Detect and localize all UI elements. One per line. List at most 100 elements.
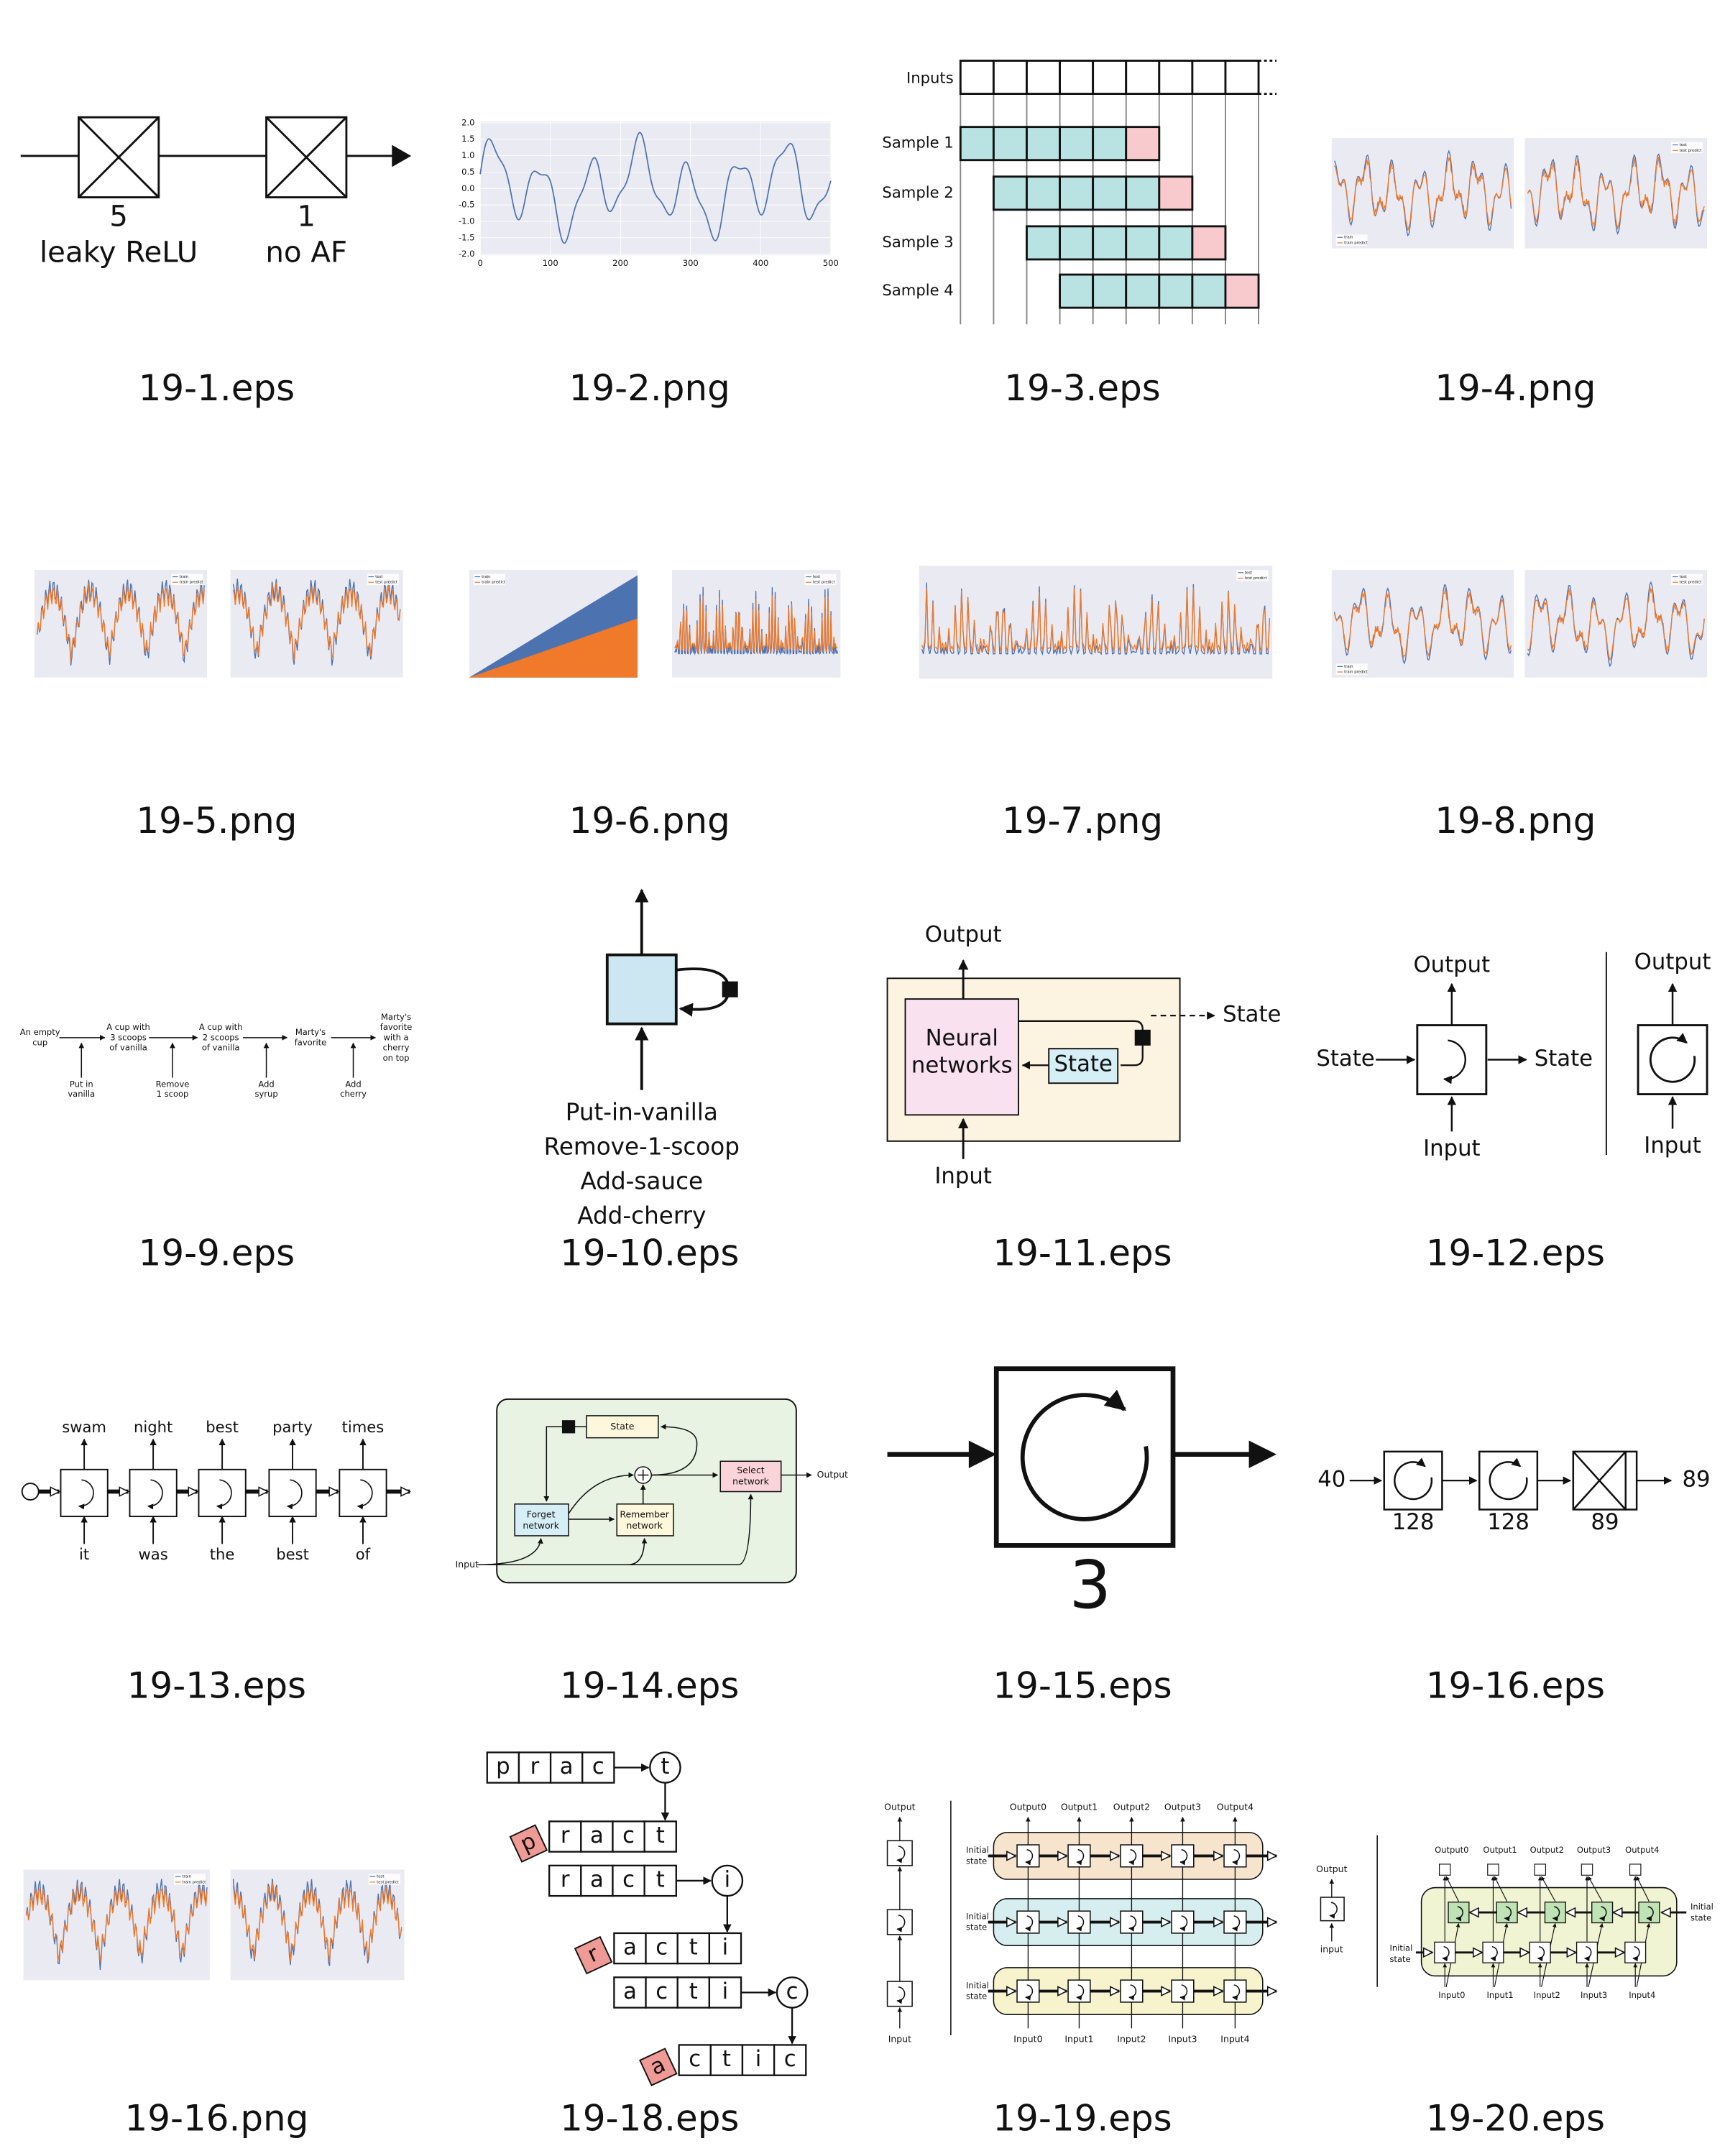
- legend-label: train predict: [482, 581, 505, 585]
- label: Neural: [926, 1025, 998, 1051]
- rnn-cell: [1383, 1450, 1443, 1511]
- connector: [1572, 1451, 1627, 1511]
- recurrence-icon: [1584, 1945, 1592, 1962]
- arrow: [1588, 1876, 1603, 1902]
- caption: 19-8.png: [1435, 800, 1596, 842]
- signal-line: [479, 132, 832, 244]
- legend-label: train predict: [1344, 241, 1368, 245]
- recurrence-icon: [1179, 1849, 1188, 1866]
- label: network: [732, 1476, 769, 1487]
- recurrence-icon: [1329, 1902, 1338, 1919]
- input-cell: [1092, 60, 1128, 95]
- letter-box: [678, 2044, 712, 2076]
- output-label: Output1: [1483, 1845, 1517, 1855]
- rnn-cell: [1482, 1941, 1504, 1963]
- output-word: best: [206, 1418, 239, 1436]
- rnn-cell: [1576, 1941, 1598, 1963]
- connector: [265, 116, 347, 198]
- letter-box: [741, 2044, 776, 2076]
- plot-area: [1524, 138, 1708, 249]
- arrow: [1445, 1876, 1459, 1902]
- recurrence-icon: [1646, 1906, 1654, 1922]
- x-tick-label: 100: [543, 258, 558, 268]
- letter: a: [560, 1754, 574, 1779]
- sample-cell: [1059, 273, 1095, 309]
- arrow: [1494, 1876, 1508, 1902]
- initial-state: state: [1389, 1954, 1410, 1964]
- target-cell: [1125, 126, 1161, 162]
- caption: 19-4.png: [1435, 367, 1596, 409]
- signal-line: [1527, 586, 1705, 661]
- output-label: Output0: [1010, 1802, 1046, 1812]
- legend-label: train: [482, 575, 490, 579]
- y-tick-label: 1.5: [461, 134, 474, 144]
- rnn-cell: [1016, 1844, 1040, 1868]
- letter: c: [784, 2046, 796, 2072]
- recurrence-icon: [78, 1479, 94, 1510]
- caption: 19-19.eps: [993, 2098, 1172, 2139]
- caption: 19-14.eps: [560, 1665, 739, 1707]
- legend-label: test predict: [1245, 576, 1267, 581]
- label: Output: [1316, 1864, 1347, 1874]
- recurrence-icon: [1020, 1389, 1149, 1521]
- action-label: Remove: [156, 1079, 190, 1089]
- legend-box: [1671, 573, 1703, 586]
- recurrence-icon: [896, 1986, 906, 2004]
- label: Input: [1423, 1135, 1481, 1161]
- sample-cell: [992, 175, 1028, 211]
- label: Input: [1644, 1133, 1701, 1158]
- signal-line: [921, 587, 1271, 653]
- state-label: favorite: [295, 1037, 327, 1047]
- letter: r: [530, 1754, 540, 1779]
- letter-box: [709, 2044, 744, 2076]
- label: Remember: [620, 1509, 669, 1520]
- rnn-cell: [993, 1366, 1176, 1548]
- input-label: Input1: [1486, 1990, 1513, 2000]
- label: Sample 1: [882, 134, 953, 152]
- dense-layer: [1624, 1450, 1638, 1511]
- connector: [651, 1424, 698, 1476]
- legend-label: test: [377, 1875, 384, 1879]
- label: Sample 2: [882, 183, 953, 201]
- network-box: [904, 998, 1019, 1116]
- signal-line: [1333, 587, 1512, 659]
- label: Input: [888, 2033, 911, 2044]
- letter: a: [623, 1978, 637, 2004]
- label: Input: [456, 1559, 479, 1570]
- x-tick-label: 300: [683, 258, 699, 268]
- state-marker: [561, 1420, 576, 1434]
- recurrence-icon: [896, 1915, 906, 1932]
- rnn-cell: [886, 1840, 913, 1866]
- initial-state: state: [966, 1856, 987, 1866]
- letter: t: [722, 2046, 731, 2072]
- legend-box: [171, 573, 203, 586]
- recurrence-icon: [1455, 1906, 1463, 1922]
- label: network: [626, 1520, 663, 1531]
- state-label: of vanilla: [109, 1043, 147, 1053]
- letter: p: [496, 1754, 510, 1779]
- y-tick-label: -1.5: [459, 232, 474, 242]
- caption: 19-20.eps: [1426, 2098, 1605, 2139]
- input-cell: [992, 60, 1028, 95]
- input-word: was: [139, 1545, 168, 1563]
- caption: 19-15.eps: [993, 1665, 1172, 1707]
- label: 3: [1069, 1546, 1111, 1623]
- recurrence-icon: [1443, 1039, 1466, 1084]
- recurrence-icon: [1537, 1945, 1545, 1962]
- recurrence-icon: [1632, 1945, 1640, 1962]
- rnn-cell: [1529, 1941, 1551, 1963]
- output-label: Output2: [1530, 1845, 1564, 1855]
- action-label: Add: [345, 1079, 361, 1089]
- recurrence-icon: [1552, 1906, 1560, 1922]
- rnn-cell: [198, 1468, 247, 1518]
- input-cell: [959, 60, 995, 95]
- y-tick-label: -2.0: [459, 249, 474, 259]
- rnn-cell: [1067, 1910, 1091, 1934]
- legend-label: test predict: [813, 581, 835, 585]
- caption: 19-5.png: [136, 800, 297, 842]
- rnn-cell: [1120, 1844, 1144, 1868]
- plot-area: [919, 566, 1273, 679]
- plot-area: [34, 569, 207, 678]
- letter: a: [590, 1823, 604, 1848]
- recurrence-icon: [1076, 1915, 1085, 1932]
